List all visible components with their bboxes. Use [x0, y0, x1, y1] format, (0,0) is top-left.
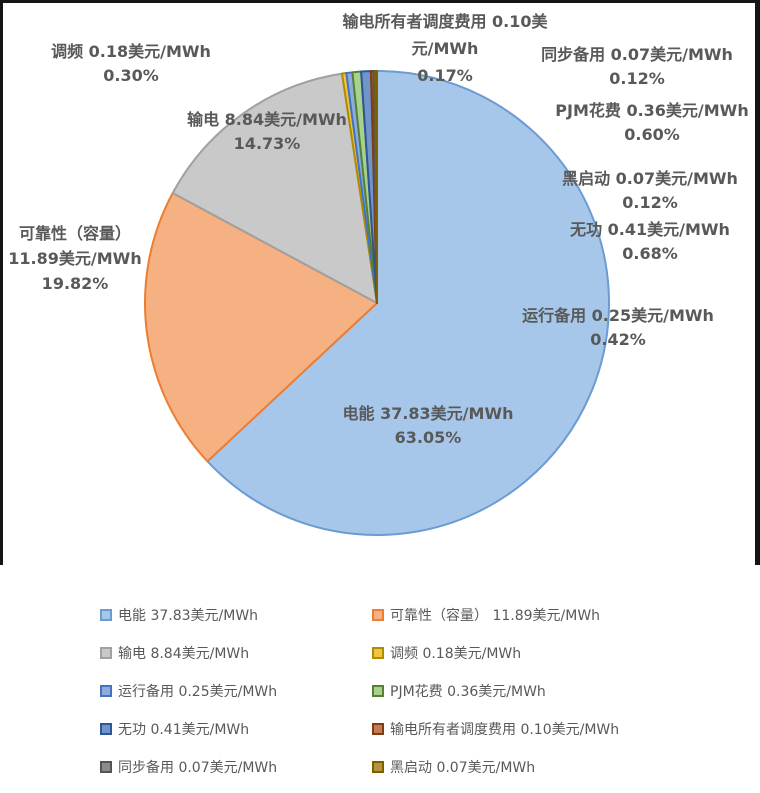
legend-item-black-start: 黑启动 0.07美元/MWh: [372, 756, 680, 778]
label-line: 11.89美元/MWh: [8, 249, 142, 268]
legend-item-transmission-owner-dispatch: 输电所有者调度费用 0.10美元/MWh: [372, 718, 680, 740]
label-line: 输电所有者调度费用 0.10美: [342, 12, 548, 31]
legend-item-transmission: 输电 8.84美元/MWh: [100, 642, 372, 664]
legend-swatch-icon: [100, 609, 112, 621]
legend-swatch-icon: [100, 647, 112, 659]
legend-swatch-icon: [100, 685, 112, 697]
legend-item-pjm-cost: PJM花费 0.36美元/MWh: [372, 680, 680, 702]
label-synchronized-reserve: 同步备用 0.07美元/MWh 0.12%: [541, 43, 733, 91]
label-frequency-regulation: 调频 0.18美元/MWh 0.30%: [51, 40, 211, 88]
pie-slice-2: [144, 192, 378, 463]
frame-edge-left: [0, 0, 3, 565]
legend-label: 同步备用 0.07美元/MWh: [118, 760, 278, 776]
label-pjm-cost: PJM花费 0.36美元/MWh 0.60%: [555, 99, 748, 147]
label-line: 元/MWh: [411, 39, 479, 58]
label-reliability-capacity: 可靠性（容量） 11.89美元/MWh 19.82%: [8, 221, 141, 296]
legend-swatch-icon: [372, 685, 384, 697]
frame-edge-right: [755, 0, 760, 565]
label-line: 输电 8.84美元/MWh: [187, 110, 347, 129]
label-line: 0.42%: [590, 330, 646, 349]
legend-swatch-icon: [372, 647, 384, 659]
label-line: 0.17%: [417, 66, 473, 85]
legend-item-frequency-regulation: 调频 0.18美元/MWh: [372, 642, 680, 664]
label-line: 63.05%: [394, 428, 462, 447]
legend-label: 输电所有者调度费用 0.10美元/MWh: [390, 722, 620, 738]
label-line: PJM花费 0.36美元/MWh: [555, 101, 749, 120]
label-line: 电能 37.83美元/MWh: [342, 404, 514, 423]
chart-legend: 电能 37.83美元/MWh 可靠性（容量） 11.89美元/MWh 输电 8.…: [100, 604, 680, 778]
legend-label: 无功 0.41美元/MWh: [118, 722, 250, 738]
label-line: 19.82%: [41, 274, 109, 293]
label-transmission: 输电 8.84美元/MWh 14.73%: [187, 108, 347, 156]
legend-label: 调频 0.18美元/MWh: [390, 646, 522, 662]
legend-item-reactive-power: 无功 0.41美元/MWh: [100, 718, 372, 740]
label-line: 0.30%: [103, 66, 159, 85]
legend-swatch-icon: [100, 723, 112, 735]
pie-slice-10: [374, 70, 378, 304]
label-transmission-owner-dispatch: 输电所有者调度费用 0.10美 元/MWh 0.17%: [342, 8, 547, 89]
label-line: 调频 0.18美元/MWh: [51, 42, 211, 61]
frame-edge-top: [0, 0, 760, 3]
label-operating-reserve: 运行备用 0.25美元/MWh 0.42%: [522, 304, 714, 352]
legend-label: 可靠性（容量） 11.89美元/MWh: [390, 608, 601, 624]
label-black-start: 黑启动 0.07美元/MWh 0.12%: [562, 167, 738, 215]
label-line: 0.68%: [622, 244, 678, 263]
legend-label: 电能 37.83美元/MWh: [118, 608, 259, 624]
legend-item-energy: 电能 37.83美元/MWh: [100, 604, 372, 626]
legend-label: PJM花费 0.36美元/MWh: [390, 684, 546, 700]
label-line: 可靠性（容量）: [18, 224, 132, 243]
legend-label: 运行备用 0.25美元/MWh: [118, 684, 278, 700]
label-line: 同步备用 0.07美元/MWh: [541, 45, 733, 64]
label-line: 0.12%: [609, 69, 665, 88]
label-line: 黑启动 0.07美元/MWh: [562, 169, 738, 188]
label-line: 0.60%: [624, 125, 680, 144]
legend-swatch-icon: [100, 761, 112, 773]
legend-label: 输电 8.84美元/MWh: [118, 646, 250, 662]
label-energy: 电能 37.83美元/MWh 63.05%: [343, 402, 514, 450]
label-reactive-power: 无功 0.41美元/MWh 0.68%: [570, 218, 730, 266]
legend-label: 黑启动 0.07美元/MWh: [390, 760, 536, 776]
label-line: 0.12%: [622, 193, 678, 212]
legend-swatch-icon: [372, 761, 384, 773]
label-line: 无功 0.41美元/MWh: [570, 220, 730, 239]
legend-item-reliability-capacity: 可靠性（容量） 11.89美元/MWh: [372, 604, 680, 626]
pie-chart: [144, 70, 610, 536]
pie-slice-1: [206, 70, 610, 536]
legend-item-operating-reserve: 运行备用 0.25美元/MWh: [100, 680, 372, 702]
label-line: 14.73%: [233, 134, 301, 153]
label-line: 运行备用 0.25美元/MWh: [522, 306, 714, 325]
pie-slice-3: [171, 72, 378, 304]
legend-swatch-icon: [372, 609, 384, 621]
legend-item-synchronized-reserve: 同步备用 0.07美元/MWh: [100, 756, 372, 778]
legend-swatch-icon: [372, 723, 384, 735]
